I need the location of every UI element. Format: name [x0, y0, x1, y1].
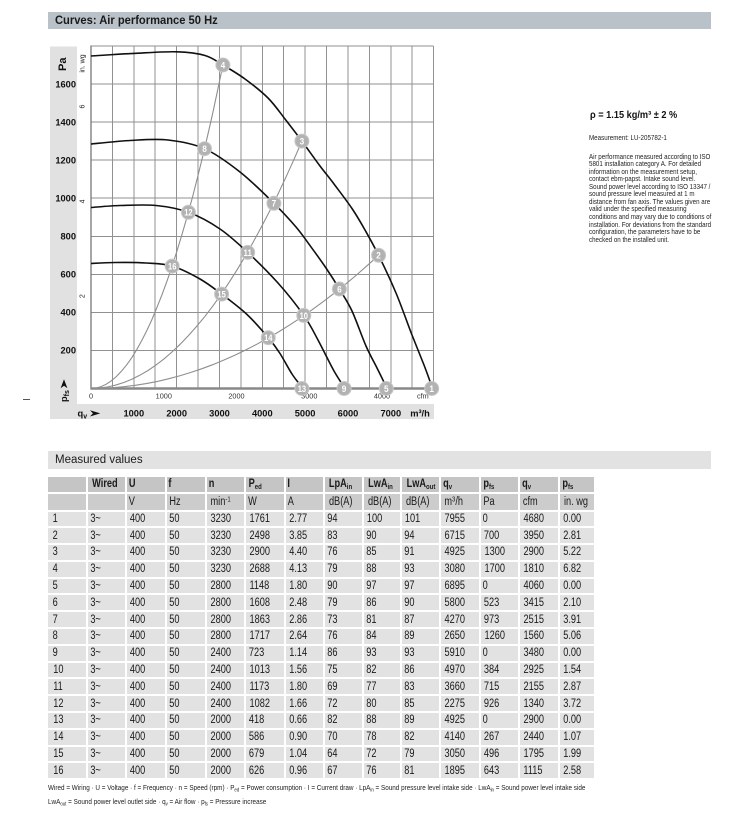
svg-text:800: 800	[60, 232, 76, 242]
svg-text:3000: 3000	[301, 392, 317, 401]
svg-text:9: 9	[342, 384, 347, 394]
svg-text:12: 12	[184, 208, 192, 218]
svg-text:1400: 1400	[55, 117, 76, 127]
svg-text:600: 600	[60, 270, 76, 280]
svg-text:400: 400	[60, 308, 76, 318]
svg-text:4: 4	[221, 60, 226, 70]
svg-text:in. wg: in. wg	[80, 54, 87, 72]
svg-text:1600: 1600	[55, 79, 76, 89]
svg-text:5000: 5000	[295, 409, 316, 419]
svg-text:3000: 3000	[209, 409, 230, 419]
svg-text:1: 1	[429, 384, 434, 394]
svg-text:0: 0	[89, 392, 93, 401]
svg-text:11: 11	[244, 248, 252, 258]
svg-text:2: 2	[376, 251, 381, 261]
svg-text:1000: 1000	[156, 392, 172, 401]
svg-text:1000: 1000	[55, 194, 76, 204]
svg-text:pfs: pfs	[59, 390, 71, 402]
svg-text:14: 14	[264, 333, 273, 343]
svg-text:6: 6	[337, 284, 342, 294]
svg-text:6000: 6000	[338, 409, 359, 419]
svg-text:4: 4	[80, 199, 87, 203]
svg-text:7000: 7000	[380, 409, 401, 419]
svg-text:2: 2	[80, 294, 87, 298]
svg-text:Pa: Pa	[57, 57, 69, 71]
svg-text:3: 3	[300, 137, 305, 147]
svg-text:16: 16	[168, 262, 176, 272]
svg-text:13: 13	[298, 384, 306, 394]
svg-text:200: 200	[60, 346, 76, 356]
svg-text:8: 8	[202, 144, 207, 154]
svg-text:10: 10	[300, 311, 308, 321]
svg-text:4000: 4000	[252, 409, 273, 419]
svg-text:7: 7	[272, 199, 277, 209]
svg-text:6: 6	[80, 105, 87, 109]
svg-text:qv: qv	[78, 409, 88, 421]
svg-text:1000: 1000	[123, 409, 144, 419]
svg-text:15: 15	[217, 290, 225, 300]
svg-text:2000: 2000	[228, 392, 244, 401]
svg-text:5: 5	[384, 384, 389, 394]
svg-text:cfm: cfm	[417, 392, 429, 401]
svg-text:2000: 2000	[166, 409, 187, 419]
svg-text:1200: 1200	[55, 155, 76, 165]
svg-text:m³/h: m³/h	[410, 409, 430, 419]
svg-text:4000: 4000	[374, 392, 390, 401]
